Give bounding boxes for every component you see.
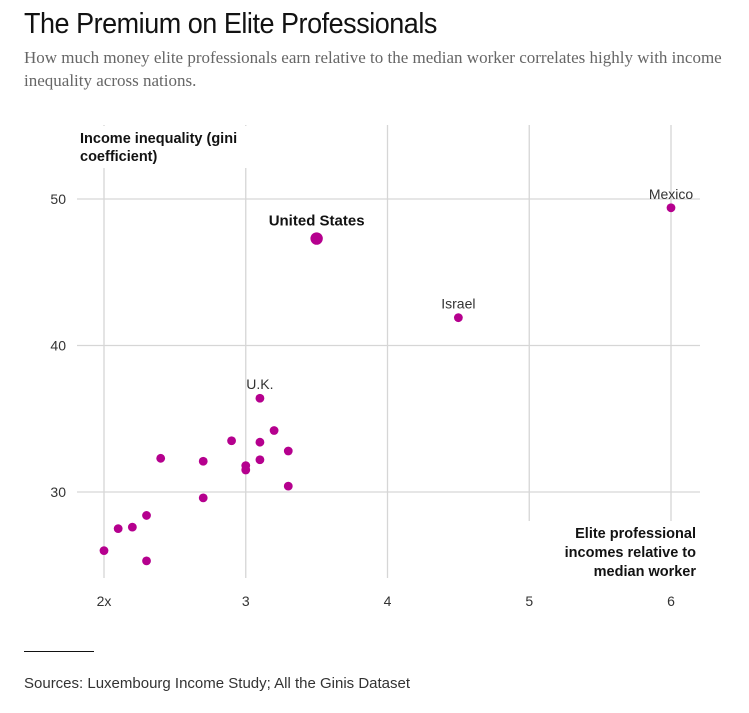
- x-axis-title-line: incomes relative to: [565, 545, 696, 561]
- point-4: [269, 426, 279, 435]
- x-axis-title-line: median worker: [594, 564, 697, 580]
- x-tick-label-6: 6: [667, 593, 675, 609]
- point-5: [227, 436, 236, 446]
- point-13: [283, 481, 293, 491]
- point-united-states-label: United States: [269, 213, 365, 230]
- x-axis-title: Elite professional incomes relative to med…: [565, 526, 697, 580]
- point-u-k: [255, 393, 265, 403]
- point-16: [127, 522, 137, 532]
- point-9: [255, 455, 265, 465]
- y-axis-title-line: Income inequality (gini: [80, 131, 237, 147]
- point-17: [113, 524, 123, 534]
- footer-rule: [24, 651, 94, 652]
- point-14: [198, 493, 208, 503]
- point-mexico-label: Mexico: [649, 186, 694, 202]
- point-18: [99, 546, 109, 555]
- gridlines: [77, 125, 700, 578]
- y-tick-label-50: 50: [50, 191, 66, 207]
- y-axis-title-background: [74, 126, 250, 168]
- y-axis-title: Income inequality (gini coefficient): [74, 126, 250, 168]
- y-tick-label-30: 30: [50, 484, 66, 500]
- x-tick-label-5: 5: [525, 593, 533, 609]
- source-note: Sources: Luxembourg Income Study; All th…: [24, 675, 411, 692]
- point-8: [156, 453, 166, 463]
- point-6: [255, 437, 265, 447]
- point-mexico: [666, 203, 676, 213]
- point-israel: [453, 313, 463, 323]
- point-united-states: [310, 232, 323, 245]
- chart-subtitle: How much money elite professionals earn …: [24, 48, 722, 90]
- point-israel-label: Israel: [441, 296, 475, 312]
- x-axis-title-line: Elite professional: [575, 526, 696, 542]
- point-19: [142, 556, 151, 566]
- point-7: [283, 446, 293, 456]
- y-axis-title-line: coefficient): [80, 149, 158, 165]
- point-15: [142, 511, 151, 520]
- point-10: [198, 456, 208, 466]
- point-u-k-label: U.K.: [246, 376, 273, 392]
- data-points: [99, 203, 676, 566]
- x-tick-label-2: 2x: [97, 593, 112, 609]
- point-12: [241, 465, 251, 475]
- chart-title: The Premium on Elite Professionals: [24, 8, 437, 40]
- point-labels: United States Mexico Israel U.K.: [246, 186, 693, 392]
- axis-ticks: 30 40 50 2x 3 4 5 6: [50, 191, 675, 609]
- x-tick-label-4: 4: [384, 593, 392, 609]
- y-tick-label-40: 40: [50, 338, 66, 354]
- x-tick-label-3: 3: [242, 593, 250, 609]
